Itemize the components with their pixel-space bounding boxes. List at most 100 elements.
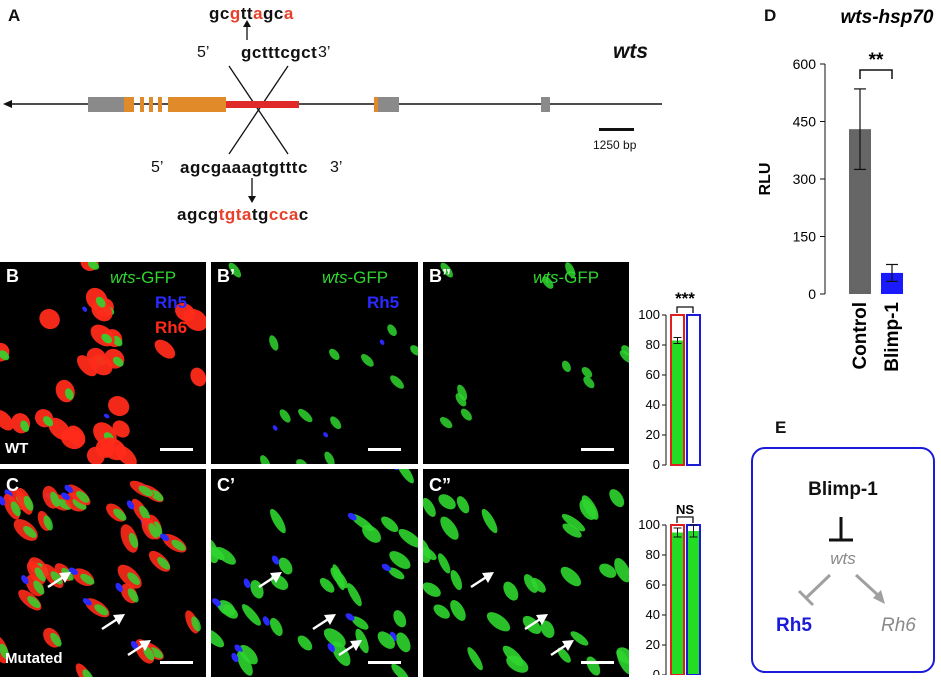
cell-blob bbox=[127, 572, 141, 585]
arrow-marker-head bbox=[536, 614, 548, 625]
seq-segment: tt bbox=[240, 4, 254, 23]
cell-blob bbox=[95, 296, 106, 308]
exon-6 bbox=[374, 97, 378, 112]
cell-blob bbox=[76, 490, 90, 503]
y-tick-label: 60 bbox=[646, 367, 660, 382]
cell-blob bbox=[581, 367, 593, 378]
y-tick-label: 40 bbox=[646, 397, 660, 412]
cell-blob bbox=[88, 262, 100, 270]
cell-blob bbox=[108, 396, 130, 417]
cell-blob bbox=[621, 345, 629, 356]
cell-blob bbox=[191, 616, 201, 632]
cell-blob bbox=[262, 616, 270, 626]
cell-blob bbox=[21, 575, 29, 585]
significance-bracket bbox=[676, 306, 694, 313]
cell-blob bbox=[211, 546, 225, 561]
cell-blob bbox=[231, 652, 239, 663]
exon-4 bbox=[158, 97, 162, 112]
pathway-box: Blimp-1 wts Rh5 Rh6 bbox=[751, 447, 935, 673]
panel-c-letter: C bbox=[6, 475, 19, 495]
cell-blob bbox=[139, 505, 150, 521]
scale-label: 1250 bp bbox=[593, 138, 637, 152]
cell-blob bbox=[82, 669, 94, 677]
panel-e-letter: E bbox=[775, 418, 787, 437]
y-tick-label: 150 bbox=[793, 229, 817, 245]
cell-blob bbox=[502, 645, 524, 667]
cell-blob bbox=[440, 262, 453, 278]
cell-blob bbox=[33, 580, 45, 595]
cell-blob bbox=[398, 528, 418, 548]
top-3prime: 3’ bbox=[318, 44, 331, 61]
seq-segment: gc bbox=[263, 4, 284, 23]
cell-blob bbox=[48, 417, 71, 441]
cell-blob bbox=[190, 367, 206, 387]
cell-blob bbox=[619, 350, 629, 364]
cell-blob bbox=[171, 539, 186, 551]
significance-bracket bbox=[859, 69, 893, 79]
cell-blob bbox=[456, 496, 470, 514]
activate-rh6-stem bbox=[854, 573, 882, 599]
cell-blob bbox=[237, 651, 253, 676]
scale-bar bbox=[599, 128, 634, 131]
seq-segment: a bbox=[283, 4, 294, 23]
cell-blob bbox=[557, 647, 571, 663]
panel-c2-letter: C” bbox=[429, 475, 451, 495]
cell-blob bbox=[298, 408, 313, 423]
cell-blob bbox=[616, 647, 629, 664]
cell-blob bbox=[324, 451, 335, 464]
cell-blob bbox=[101, 333, 113, 344]
cell-blob bbox=[86, 446, 105, 464]
cell-blob bbox=[579, 499, 597, 520]
cell-blob bbox=[614, 558, 629, 583]
cell-blob bbox=[391, 663, 409, 677]
seq-segment: c bbox=[298, 205, 309, 224]
cell-blob bbox=[112, 356, 124, 367]
cell-blob bbox=[565, 262, 576, 278]
cell-blob bbox=[154, 339, 176, 359]
y-tick-label: 100 bbox=[638, 307, 660, 322]
cell-blob bbox=[423, 497, 436, 517]
cell-blob bbox=[64, 388, 74, 400]
cell-blob bbox=[457, 384, 468, 401]
cell-blob bbox=[586, 656, 601, 676]
cell-blob bbox=[523, 574, 538, 593]
cell-blob bbox=[148, 523, 159, 538]
cell-blob bbox=[455, 393, 467, 407]
cell-blob bbox=[149, 647, 164, 659]
cell-blob bbox=[212, 598, 221, 606]
y-tick-label: 450 bbox=[793, 114, 817, 130]
cell-blob bbox=[250, 580, 264, 599]
seq-segment: g bbox=[229, 4, 241, 23]
cell-blob bbox=[269, 617, 283, 636]
cell-blob bbox=[270, 508, 286, 534]
arrow-marker-head bbox=[270, 572, 282, 583]
cell-blob bbox=[115, 582, 123, 592]
cell-blob bbox=[50, 632, 62, 647]
panel-a-letter: A bbox=[8, 6, 21, 25]
exon-2 bbox=[140, 97, 144, 112]
arrow-marker-head bbox=[113, 614, 125, 625]
arrow-marker-head bbox=[139, 640, 151, 651]
cell-blob bbox=[68, 567, 78, 575]
top-mutated-sequence: gcgttagca bbox=[209, 4, 294, 24]
cell-blob bbox=[560, 566, 582, 587]
cell-blob bbox=[437, 553, 451, 574]
cell-blob bbox=[503, 581, 519, 601]
pathway-arrows bbox=[797, 517, 885, 607]
cell-blob bbox=[329, 348, 340, 361]
cell-blob bbox=[126, 500, 135, 510]
seq-segment: a bbox=[253, 4, 264, 23]
exon-1 bbox=[124, 97, 134, 112]
cell-blob bbox=[112, 420, 130, 438]
cell-blob bbox=[540, 620, 555, 638]
panel-b-letter: B bbox=[6, 266, 19, 286]
significance-label: ** bbox=[869, 50, 884, 71]
cell-blob bbox=[34, 567, 46, 582]
cell-blob bbox=[50, 571, 63, 585]
quant-charts: 0 20 40 60 80 100 *** 0 20 40 60 80 100 NS bbox=[638, 289, 701, 675]
target-region bbox=[226, 101, 299, 108]
y-axis-label: RLU bbox=[757, 163, 774, 196]
cell-blob bbox=[438, 494, 456, 510]
cell-blob bbox=[347, 583, 362, 607]
cell-blob bbox=[460, 408, 472, 421]
